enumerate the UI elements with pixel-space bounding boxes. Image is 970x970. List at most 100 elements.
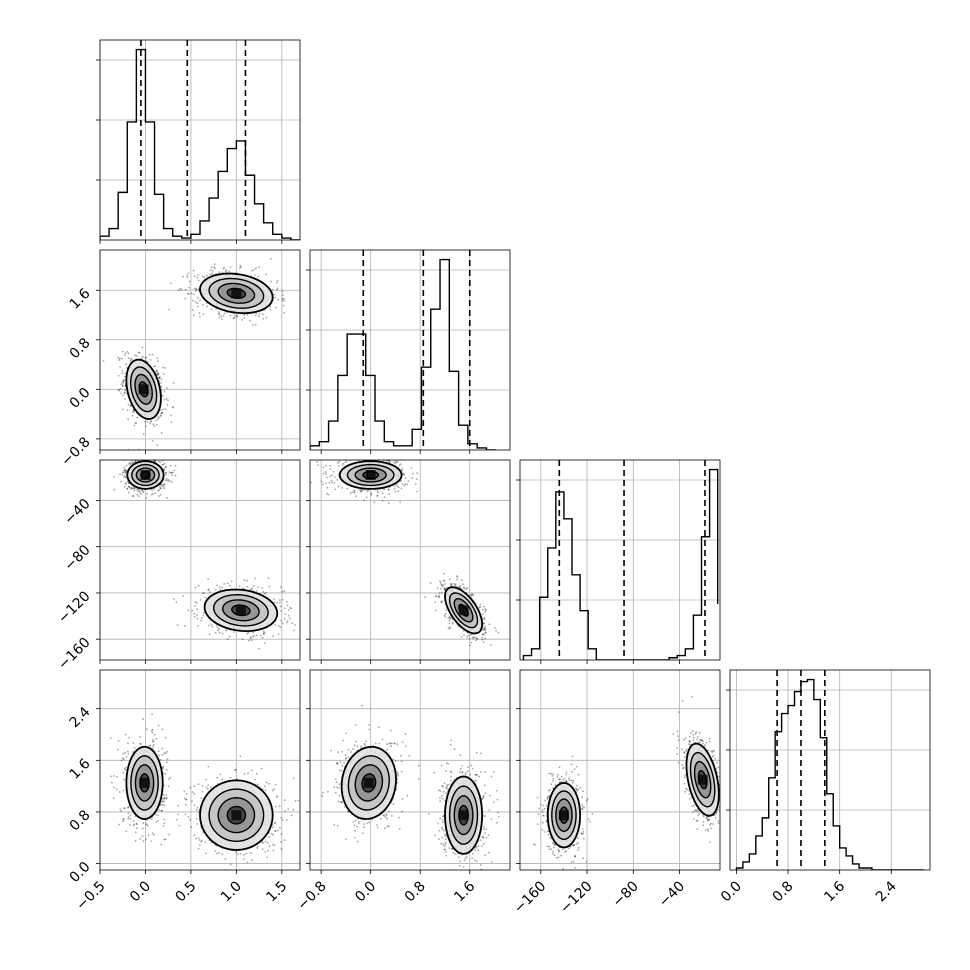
sample-point [141,489,144,491]
sample-point [199,299,201,302]
sample-point [254,577,257,580]
sample-point [123,778,125,781]
sample-point [187,272,190,275]
sample-point [257,315,260,318]
panel-content [102,257,286,450]
sample-point [243,313,246,316]
sample-point [139,736,142,738]
contour-line [458,603,469,617]
sample-point [186,274,189,277]
sample-point [198,279,200,282]
sample-point [211,625,214,628]
sample-point [160,382,162,384]
sample-point [233,316,236,319]
sample-point [132,742,135,744]
sample-point [130,404,132,407]
sample-point [166,403,169,406]
sample-point [125,471,127,473]
sample-point [157,360,160,363]
sample-point [124,476,127,478]
sample-point [163,818,166,821]
sample-point [113,488,116,491]
sample-point [277,633,280,636]
sample-point [139,742,142,745]
sample-point [167,778,170,780]
sample-point [373,501,376,504]
sample-point [124,482,127,485]
sample-point [281,598,284,601]
sample-point [271,288,274,291]
sample-point [163,797,166,800]
sample-point [223,312,226,315]
sample-point [270,257,272,260]
sample-point [115,788,118,790]
sample-point [132,824,135,827]
sample-point [165,471,168,474]
sample-point [164,838,167,841]
sample-point [157,820,159,822]
sample-point [483,622,485,625]
sample-point [161,411,164,414]
histogram-step-line [100,48,300,240]
sample-point [472,637,475,640]
sample-point [495,629,497,632]
sample-point [326,492,328,495]
contour-line [362,470,380,480]
sample-point [125,768,127,771]
panel-frame [99,249,301,451]
sample-point [440,583,443,585]
sample-point [158,377,161,380]
sample-point [177,289,180,292]
sample-point [175,601,178,604]
sample-point [163,462,166,465]
contour-line [140,470,151,480]
sample-point [122,771,125,774]
sample-point [127,352,130,355]
sample-point [184,297,187,300]
sample-point [211,272,213,275]
sample-point [252,631,255,634]
density-peak [365,470,376,480]
sample-point [424,596,426,599]
sample-point [463,587,465,590]
sample-point [280,610,283,612]
sample-point [204,596,207,599]
sample-point [200,619,203,622]
sample-point [153,743,155,746]
sample-point [151,731,154,734]
histogram-panel-1 [306,249,511,454]
sample-point [207,589,210,591]
sample-point [172,382,175,384]
sample-point [144,425,147,428]
sample-point [187,609,190,612]
sample-point [159,487,162,490]
sample-point [255,267,257,270]
sample-point [246,579,248,582]
sample-point [140,492,142,495]
sample-point [202,614,205,617]
sample-point [121,369,124,372]
sample-point [451,583,454,585]
sample-point [135,455,137,457]
sample-point [290,607,292,610]
sample-point [327,493,330,496]
sample-point [141,490,144,492]
sample-point [441,600,443,603]
sample-point [484,637,487,640]
sample-point [454,584,457,587]
sample-point [267,577,270,580]
sample-point [223,583,226,585]
sample-point [263,592,266,595]
sample-point [243,317,246,319]
sample-point [131,461,134,464]
sample-point [331,481,334,483]
sample-point [262,318,264,320]
sample-point [162,765,165,768]
sample-point [209,591,211,593]
sample-point [469,644,471,647]
sample-point [213,263,216,265]
sample-point [286,620,289,622]
sample-point [197,624,199,627]
sample-point [251,269,253,272]
sample-point [203,592,206,595]
